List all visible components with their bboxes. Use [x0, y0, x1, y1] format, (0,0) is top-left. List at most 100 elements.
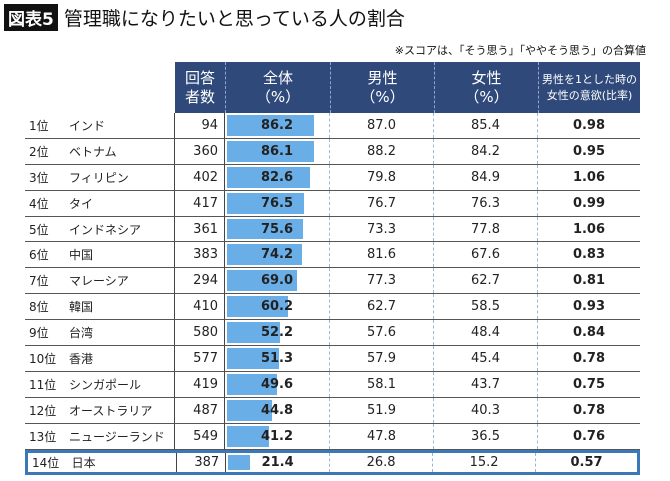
count-cell: 577	[175, 346, 225, 371]
total-value: 82.6	[260, 169, 294, 185]
country-cell: 韓国	[65, 294, 175, 320]
country-cell: オーストラリア	[65, 397, 175, 423]
total-cell: 44.8	[225, 397, 330, 423]
ratio-cell: 1.06	[572, 221, 606, 237]
rank-cell: 8位	[29, 300, 49, 315]
male-cell: 58.1	[330, 371, 434, 397]
count-cell: 383	[175, 242, 225, 268]
header-male-line1: 男性	[367, 68, 398, 87]
table-row: 1位 インド 94 86.2 87.0 85.4 0.98	[25, 113, 640, 139]
rank-cell: 1位	[29, 118, 49, 133]
header-ratio: 男性を1とした時の 女性の意欲(比率)	[538, 62, 640, 113]
country-cell: ベトナム	[65, 138, 175, 164]
country-cell: タイ	[65, 190, 175, 216]
rank-cell: 9位	[29, 326, 49, 341]
table-row: 5位 インドネシア 361 75.6 73.3 77.8 1.06	[25, 216, 640, 243]
count-cell: 402	[175, 164, 225, 190]
rank-cell: 10位	[29, 351, 57, 366]
country-cell: 台湾	[65, 320, 175, 346]
count-cell: 549	[175, 423, 225, 449]
header-female-line1: 女性	[471, 68, 502, 87]
female-cell: 15.2	[433, 452, 537, 473]
total-value: 60.2	[260, 299, 294, 315]
count-cell: 410	[175, 294, 225, 320]
female-cell: 62.7	[434, 268, 538, 294]
rank-cell: 14位	[32, 456, 60, 471]
rank-cell: 7位	[29, 274, 49, 289]
header-count: 回答 者数	[175, 62, 225, 113]
table-row: 14位 日本 387 21.4 26.8 15.2 0.57	[25, 449, 640, 476]
total-cell: 60.2	[225, 294, 330, 320]
count-cell: 294	[175, 268, 225, 294]
total-cell: 49.6	[225, 371, 330, 397]
country-cell: シンガポール	[65, 371, 175, 397]
female-cell: 45.4	[434, 346, 538, 371]
header-female-line2: （%）	[464, 87, 509, 106]
total-cell: 74.2	[225, 242, 330, 268]
rank-cell: 11位	[29, 377, 57, 392]
female-cell: 84.9	[434, 164, 538, 190]
male-cell: 26.8	[330, 452, 434, 473]
male-cell: 73.3	[330, 216, 434, 242]
score-note: ※スコアは、「そう思う」「ややそう思う」の合算値	[394, 44, 646, 57]
ratio-cell: 1.06	[572, 169, 606, 185]
male-cell: 57.9	[330, 346, 434, 371]
total-bar	[227, 270, 297, 292]
total-bar	[227, 166, 311, 188]
total-bar	[227, 244, 302, 266]
header-count-line2: 者数	[184, 87, 215, 106]
total-bar	[227, 115, 315, 136]
rank-cell: 6位	[29, 248, 49, 263]
total-bar	[227, 399, 273, 421]
total-cell: 86.2	[225, 113, 330, 138]
total-bar	[227, 425, 269, 447]
rank-cell: 3位	[29, 170, 49, 185]
total-bar	[227, 322, 280, 344]
country-cell: マレーシア	[65, 268, 175, 294]
total-bar	[227, 218, 304, 240]
male-cell: 77.3	[330, 268, 434, 294]
count-cell: 487	[175, 397, 225, 423]
count-cell: 580	[175, 320, 225, 346]
male-cell: 88.2	[330, 138, 434, 164]
count-cell: 94	[175, 113, 225, 138]
header-count-line1: 回答	[184, 68, 215, 87]
table-row: 2位 ベトナム 360 86.1 88.2 84.2 0.95	[25, 138, 640, 165]
male-cell: 57.6	[330, 320, 434, 346]
female-cell: 36.5	[434, 423, 538, 449]
ratio-cell: 0.99	[572, 195, 606, 211]
table-row: 4位 タイ 417 76.5 76.7 76.3 0.99	[25, 190, 640, 217]
total-value: 52.2	[260, 325, 294, 341]
ratio-cell: 0.75	[572, 376, 606, 392]
total-value: 86.1	[260, 143, 294, 159]
header-total-line2: （%）	[255, 87, 301, 106]
total-value: 86.2	[260, 117, 294, 133]
total-cell: 41.2	[225, 423, 330, 449]
table-row: 7位 マレーシア 294 69.0 77.3 62.7 0.81	[25, 268, 640, 295]
country-cell: 中国	[65, 242, 175, 268]
total-value: 41.2	[260, 428, 294, 444]
table-row: 3位 フィリピン 402 82.6 79.8 84.9 1.06	[25, 164, 640, 191]
figure-title: 図表5 管理職になりたいと思っている人の割合	[4, 3, 405, 31]
count-cell: 361	[175, 216, 225, 242]
header-total-line1: 全体	[262, 68, 293, 87]
table-row: 13位 ニュージーランド 549 41.2 47.8 36.5 0.76	[25, 423, 640, 450]
male-cell: 51.9	[330, 397, 434, 423]
male-cell: 47.8	[330, 423, 434, 449]
total-bar	[227, 296, 288, 318]
female-cell: 40.3	[434, 397, 538, 423]
rank-cell: 13位	[29, 429, 57, 444]
country-cell: 香港	[65, 346, 175, 371]
total-cell: 21.4	[226, 452, 331, 473]
female-cell: 43.7	[434, 371, 538, 397]
female-cell: 76.3	[434, 190, 538, 216]
total-value: 75.6	[260, 221, 294, 237]
total-bar	[227, 192, 305, 214]
male-cell: 62.7	[330, 294, 434, 320]
rank-cell: 5位	[29, 222, 49, 237]
table-row: 10位 香港 577 51.3 57.9 45.4 0.78	[25, 346, 640, 372]
count-cell: 417	[175, 190, 225, 216]
total-value: 74.2	[260, 247, 294, 263]
female-cell: 48.4	[434, 320, 538, 346]
total-value: 76.5	[260, 195, 294, 211]
